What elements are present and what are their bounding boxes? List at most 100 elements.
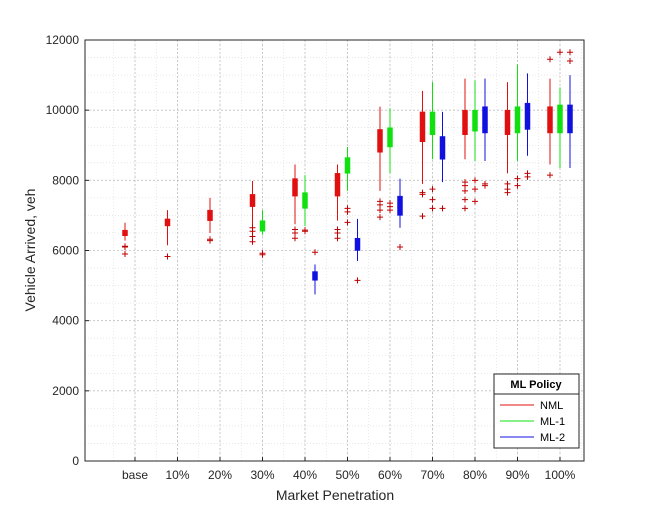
- x-tick-label: 80%: [463, 468, 487, 482]
- box-nml-20pct: [207, 197, 213, 244]
- legend-label-nml: NML: [540, 400, 563, 412]
- box-nml-70pct: [419, 90, 426, 220]
- x-tick-label: 50%: [335, 468, 359, 482]
- box-ml-1-80pct: [472, 80, 478, 205]
- box-nml-10pct: [164, 210, 171, 260]
- outlier-marker: [472, 198, 478, 205]
- legend-items: NML ML-1 ML-2: [500, 400, 565, 444]
- x-tick-label: 40%: [293, 468, 317, 482]
- box-ml-1-30pct: [259, 210, 266, 258]
- outlier-marker: [387, 200, 393, 207]
- outlier-marker: [292, 235, 298, 242]
- box-nml-50pct: [334, 164, 341, 242]
- legend-label-ml-2: ML-2: [540, 432, 565, 444]
- outlier-marker: [429, 186, 436, 193]
- outlier-marker: [547, 56, 553, 63]
- x-tick-label: base: [122, 468, 148, 482]
- box-nml-60pct: [377, 106, 383, 221]
- box-ml-1-50pct: [344, 147, 351, 226]
- outlier-marker: [472, 186, 478, 193]
- box-iqr: [397, 195, 403, 216]
- outlier-marker: [292, 226, 298, 233]
- x-axis-label: Market Penetration: [276, 487, 394, 503]
- box-iqr: [439, 136, 446, 160]
- outlier-marker: [334, 235, 341, 242]
- y-tick-label: 12000: [46, 33, 80, 47]
- outlier-marker: [557, 49, 563, 56]
- box-iqr: [429, 111, 436, 135]
- outlier-marker: [122, 251, 128, 258]
- legend: ML Policy NML ML-1 ML-2: [493, 373, 580, 449]
- outlier-marker: [462, 179, 468, 186]
- x-tick-label: 20%: [208, 468, 232, 482]
- x-tick-label: 30%: [250, 468, 274, 482]
- box-ml-2-60pct: [397, 178, 403, 250]
- x-tick-label: 10%: [165, 468, 189, 482]
- outlier-marker: [249, 233, 256, 240]
- box-iqr: [354, 237, 361, 251]
- x-tick-label: 90%: [505, 468, 529, 482]
- outlier-marker: [482, 180, 488, 187]
- box-iqr: [387, 127, 393, 148]
- y-axis-label: Vehicle Arrived, veh: [22, 189, 38, 312]
- outlier-marker: [504, 186, 511, 193]
- box-nml-40pct: [292, 164, 298, 242]
- box-iqr: [377, 129, 383, 153]
- outlier-marker: [429, 196, 436, 203]
- box-iqr: [567, 104, 573, 134]
- outlier-marker: [429, 205, 436, 212]
- x-tick-label: 100%: [545, 468, 576, 482]
- outlier-marker: [472, 177, 478, 184]
- box-ml-2-100pct: [567, 49, 573, 169]
- outlier-marker: [514, 175, 521, 182]
- outlier-marker: [354, 277, 361, 284]
- legend-title: ML Policy: [510, 379, 562, 391]
- outlier-marker: [397, 243, 403, 250]
- box-ml-1-60pct: [387, 108, 393, 214]
- box-ml-1-90pct: [514, 64, 521, 189]
- outlier-marker: [377, 207, 383, 214]
- outlier-marker: [547, 172, 553, 179]
- x-tick-label: 70%: [420, 468, 444, 482]
- box-ml-2-40pct: [312, 249, 318, 295]
- box-iqr: [344, 157, 351, 174]
- box-iqr: [302, 192, 308, 209]
- y-tick-label: 10000: [46, 103, 80, 117]
- outlier-marker: [462, 196, 468, 203]
- box-nml-100pct: [547, 56, 553, 179]
- outlier-marker: [249, 238, 256, 245]
- box-iqr: [482, 106, 488, 134]
- box-iqr: [312, 271, 318, 281]
- outlier-marker: [439, 205, 446, 212]
- box-nml-80pct: [462, 78, 468, 212]
- outlier-marker: [164, 253, 171, 260]
- box-iqr: [514, 106, 521, 134]
- box-ml-2-70pct: [439, 111, 446, 212]
- outlier-marker: [312, 249, 318, 256]
- outlier-marker: [462, 187, 468, 194]
- box-iqr: [419, 111, 426, 142]
- outlier-marker: [377, 214, 383, 221]
- legend-box: [493, 373, 580, 449]
- box-iqr: [334, 173, 341, 197]
- box-ml-1-70pct: [429, 82, 436, 212]
- outlier-marker: [249, 224, 256, 231]
- box-iqr: [292, 178, 298, 197]
- box-iqr: [524, 102, 531, 130]
- outlier-marker: [302, 227, 308, 234]
- outlier-marker: [524, 170, 531, 177]
- y-tick-label: 8000: [52, 173, 79, 187]
- box-iqr: [557, 104, 563, 134]
- outlier-marker: [419, 213, 426, 220]
- outlier-marker: [344, 219, 351, 226]
- box-nml-90pct: [504, 82, 511, 196]
- outlier-marker: [514, 182, 521, 189]
- y-tick-label: 4000: [52, 314, 79, 328]
- y-tick-label: 6000: [52, 244, 79, 258]
- y-axis-ticks: 0 2000 4000 6000 8000 10000 12000: [46, 33, 89, 468]
- outlier-marker: [122, 243, 128, 250]
- outlier-marker: [344, 205, 351, 212]
- y-tick-label: 2000: [52, 384, 79, 398]
- box-ml-1-40pct: [302, 175, 308, 235]
